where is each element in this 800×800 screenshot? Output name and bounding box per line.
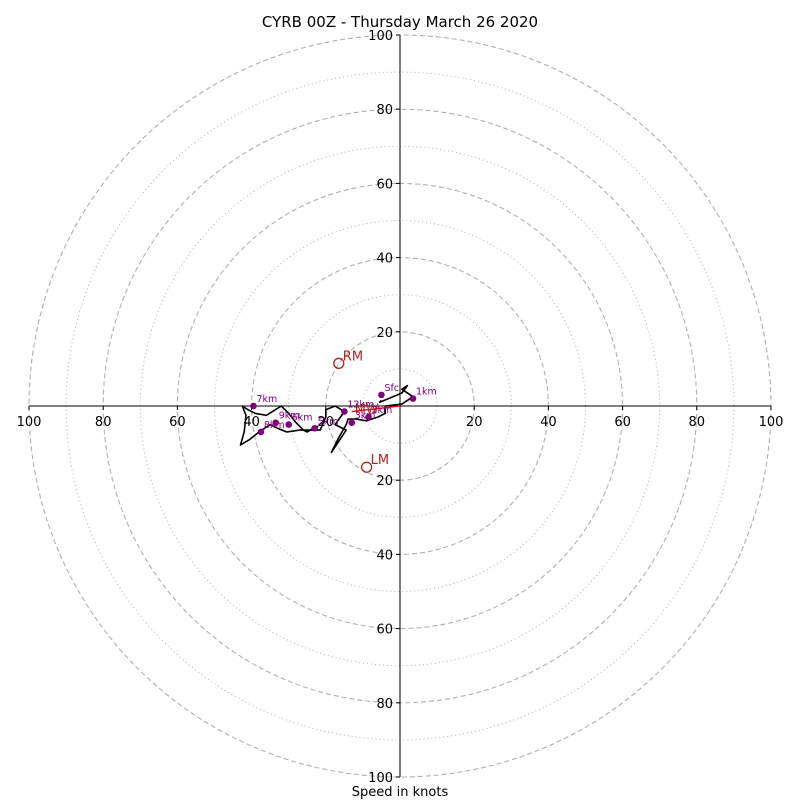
storm-motion-lm-label: LM (371, 453, 389, 468)
height-marker-8km (257, 428, 265, 436)
x-axis-label: Speed in knots (352, 785, 449, 800)
storm-motion-lm-marker (360, 461, 373, 473)
height-marker-5km (311, 424, 318, 432)
y-tick-label: 100 (368, 29, 393, 44)
height-marker-6km (285, 421, 293, 428)
y-tick-label: 60 (376, 623, 393, 638)
x-tick-label: 60 (169, 415, 186, 430)
height-label-1km: 1km (416, 387, 437, 398)
x-tick-label: 20 (466, 415, 483, 430)
y-tick-label: 20 (376, 474, 393, 489)
mean-wind-label: MW (355, 403, 379, 418)
x-tick-label: 80 (95, 415, 112, 430)
storm-motion-rm-label: RM (343, 349, 363, 364)
chart-title: CYRB 00Z - Thursday March 26 2020 (262, 13, 538, 31)
y-tick-label: 40 (376, 548, 393, 563)
y-tick-label: 80 (376, 103, 393, 118)
height-marker-12km (341, 408, 348, 415)
y-tick-label: 80 (376, 697, 393, 712)
x-tick-label: 100 (17, 415, 42, 430)
x-tick-label: 40 (243, 415, 260, 430)
y-tick-label: 100 (368, 771, 393, 786)
height-marker-sfc (378, 391, 385, 399)
x-tick-label: 80 (689, 415, 706, 430)
x-tick-label: 100 (759, 415, 784, 430)
height-marker-7km (250, 402, 257, 410)
y-tick-label: 40 (376, 252, 393, 267)
height-label-sfc: Sfc (384, 383, 399, 394)
height-label-7km: 7km (256, 394, 277, 405)
hodograph-trace (239, 384, 414, 454)
height-label-3km: 3km (355, 411, 376, 422)
storm-motion-rm-marker (333, 357, 345, 369)
height-label-6km: 6km (292, 413, 313, 424)
x-tick-label: 60 (614, 415, 631, 430)
height-markers: Sfc1km2km3km5km6km7km8km9km12km (250, 383, 437, 436)
height-marker-2km (365, 413, 372, 421)
y-tick-label: 20 (376, 326, 393, 341)
y-tick-label: 60 (376, 177, 393, 192)
height-marker-1km (409, 395, 417, 402)
hodograph-layer: MW (239, 384, 414, 454)
height-label-5km: 5km (318, 416, 339, 427)
height-marker-9km (272, 419, 280, 426)
height-label-12km: 12km (347, 400, 374, 411)
tick-labels: 1001008080606040402020202040406060808010… (17, 29, 784, 786)
height-label-2km: 2km (371, 405, 392, 416)
shear-vector-line (351, 405, 401, 413)
height-label-9km: 9km (279, 411, 300, 422)
storm-motion-markers: RM LM (333, 349, 389, 473)
height-marker-3km (348, 419, 356, 426)
x-tick-label: 40 (540, 415, 557, 430)
